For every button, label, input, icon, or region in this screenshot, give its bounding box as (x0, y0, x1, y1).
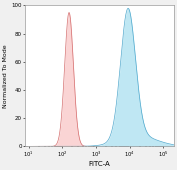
X-axis label: FITC-A: FITC-A (88, 160, 110, 167)
Y-axis label: Normalized To Mode: Normalized To Mode (4, 44, 8, 108)
